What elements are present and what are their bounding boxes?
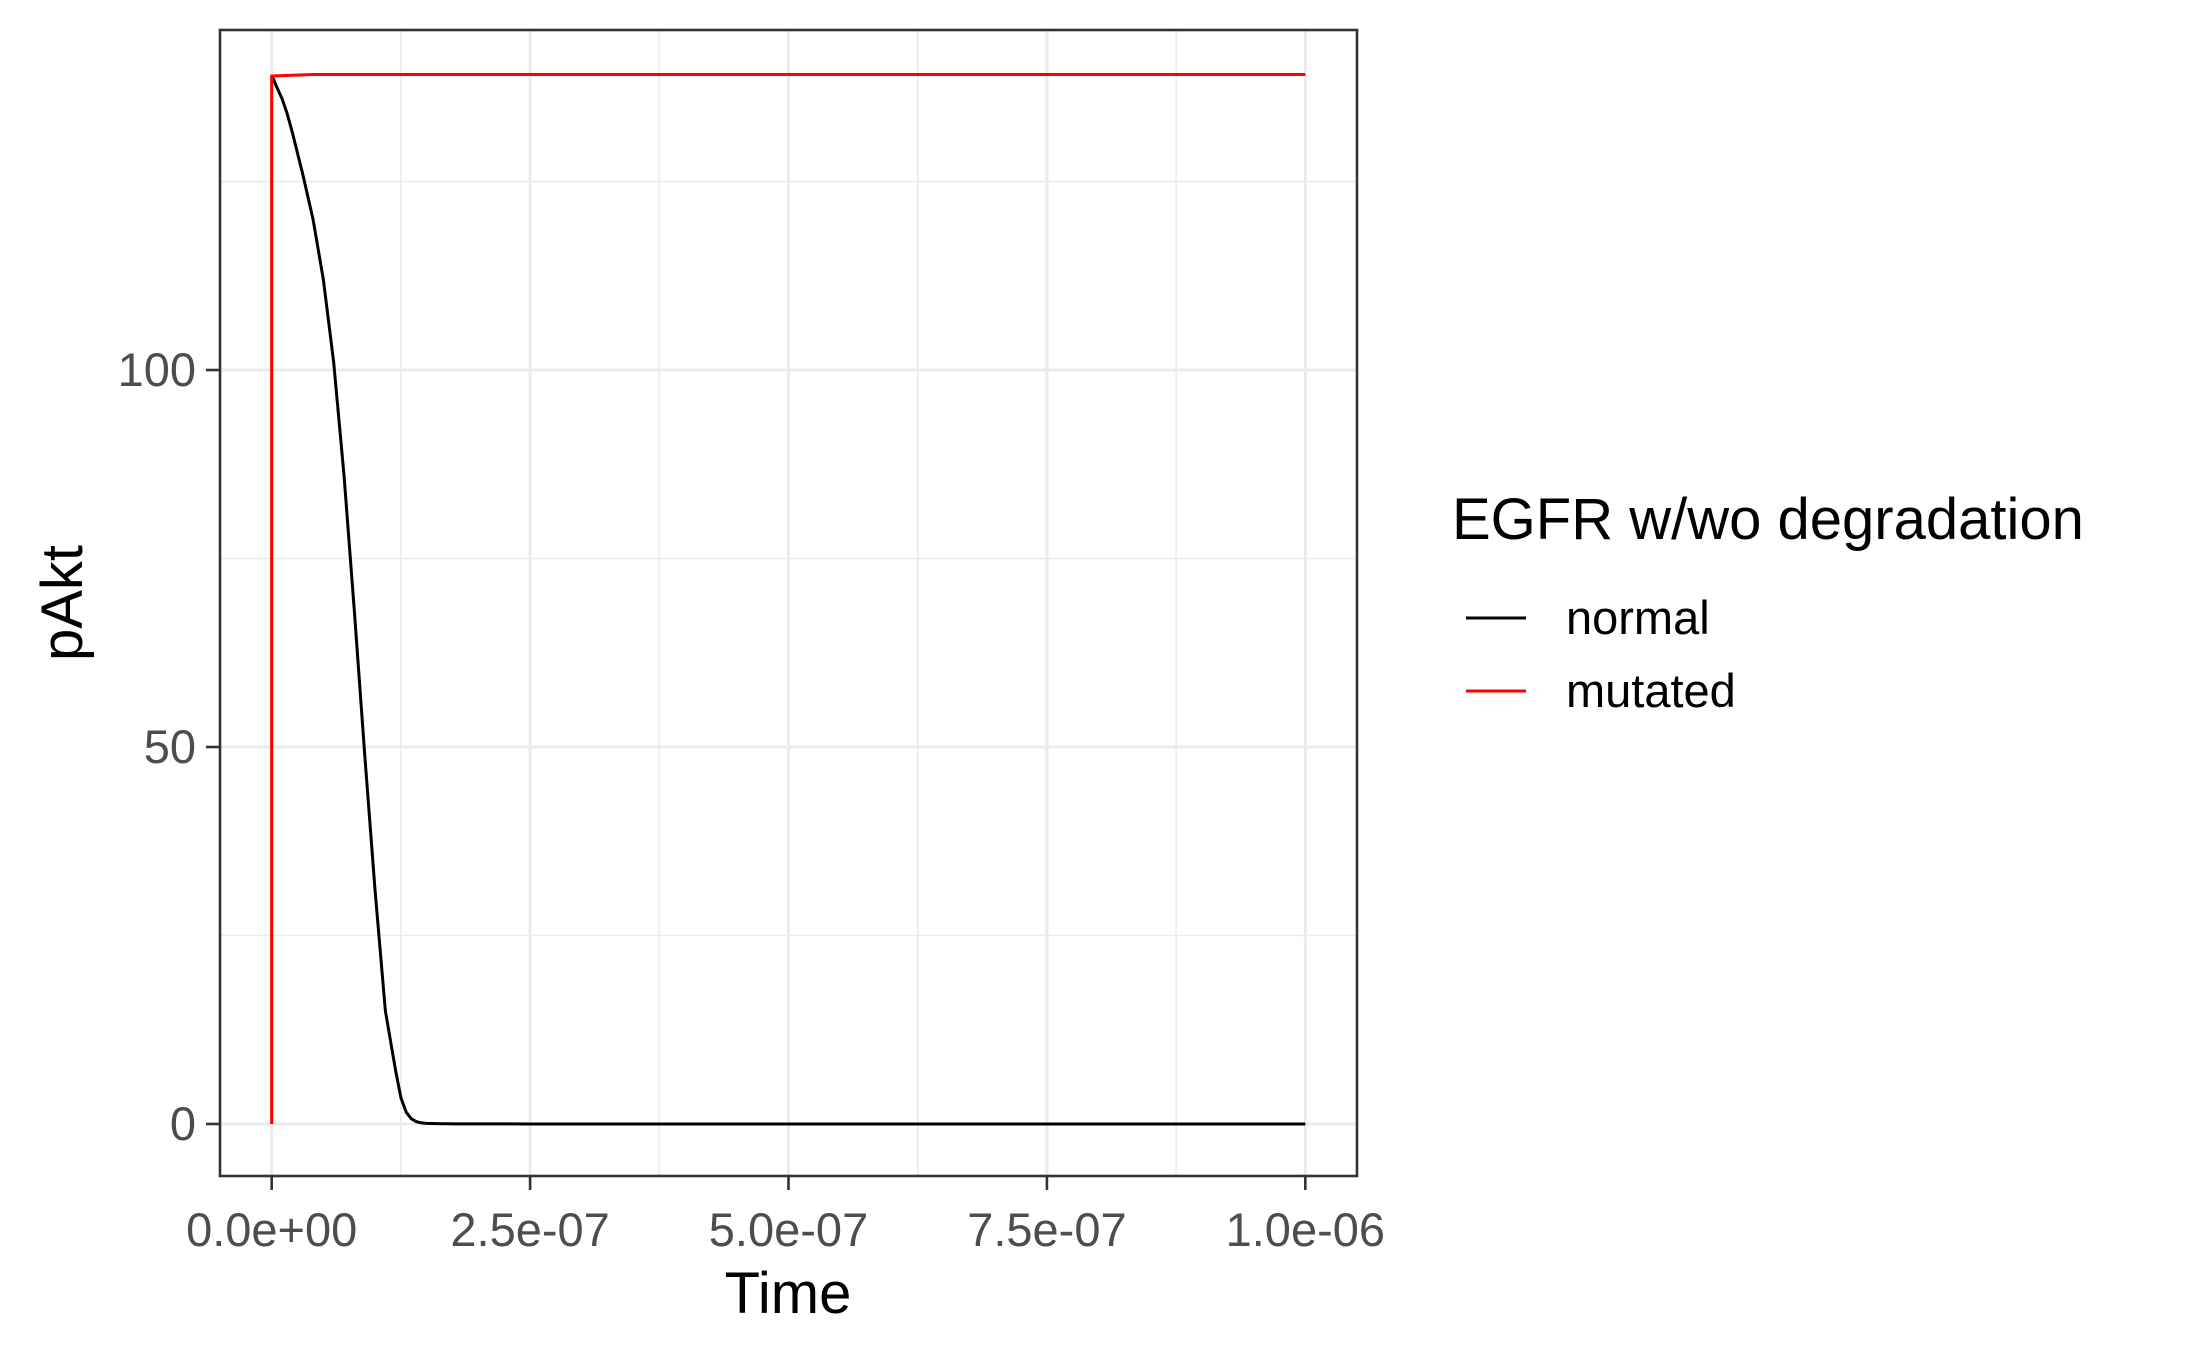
y-tick-label: 100 [118, 343, 196, 396]
x-tick-label: 1.0e-06 [1226, 1203, 1385, 1256]
x-tick-label: 7.5e-07 [967, 1203, 1126, 1256]
legend-label: mutated [1566, 664, 1736, 717]
x-tick-label: 5.0e-07 [709, 1203, 868, 1256]
x-axis: 0.0e+00 2.5e-07 5.0e-07 7.5e-07 1.0e-06 [186, 1176, 1385, 1256]
x-axis-title: Time [725, 1261, 852, 1326]
y-axis-title: pAkt [30, 545, 95, 661]
y-axis: 0 50 100 [118, 343, 220, 1150]
legend: EGFR w/wo degradation normal mutated [1452, 487, 2084, 717]
x-tick-label: 2.5e-07 [450, 1203, 609, 1256]
series-line-mutated [270, 72, 1306, 1124]
legend-label: normal [1566, 591, 1710, 644]
series-line-normal [270, 75, 1306, 1126]
y-tick-label: 0 [170, 1097, 196, 1150]
y-tick-label: 50 [144, 720, 196, 773]
x-tick-label: 0.0e+00 [186, 1203, 357, 1256]
series-lines [270, 72, 1306, 1126]
legend-items: normal mutated [1466, 591, 1736, 717]
legend-title: EGFR w/wo degradation [1452, 487, 2084, 552]
plot-panel [218, 28, 1359, 1178]
